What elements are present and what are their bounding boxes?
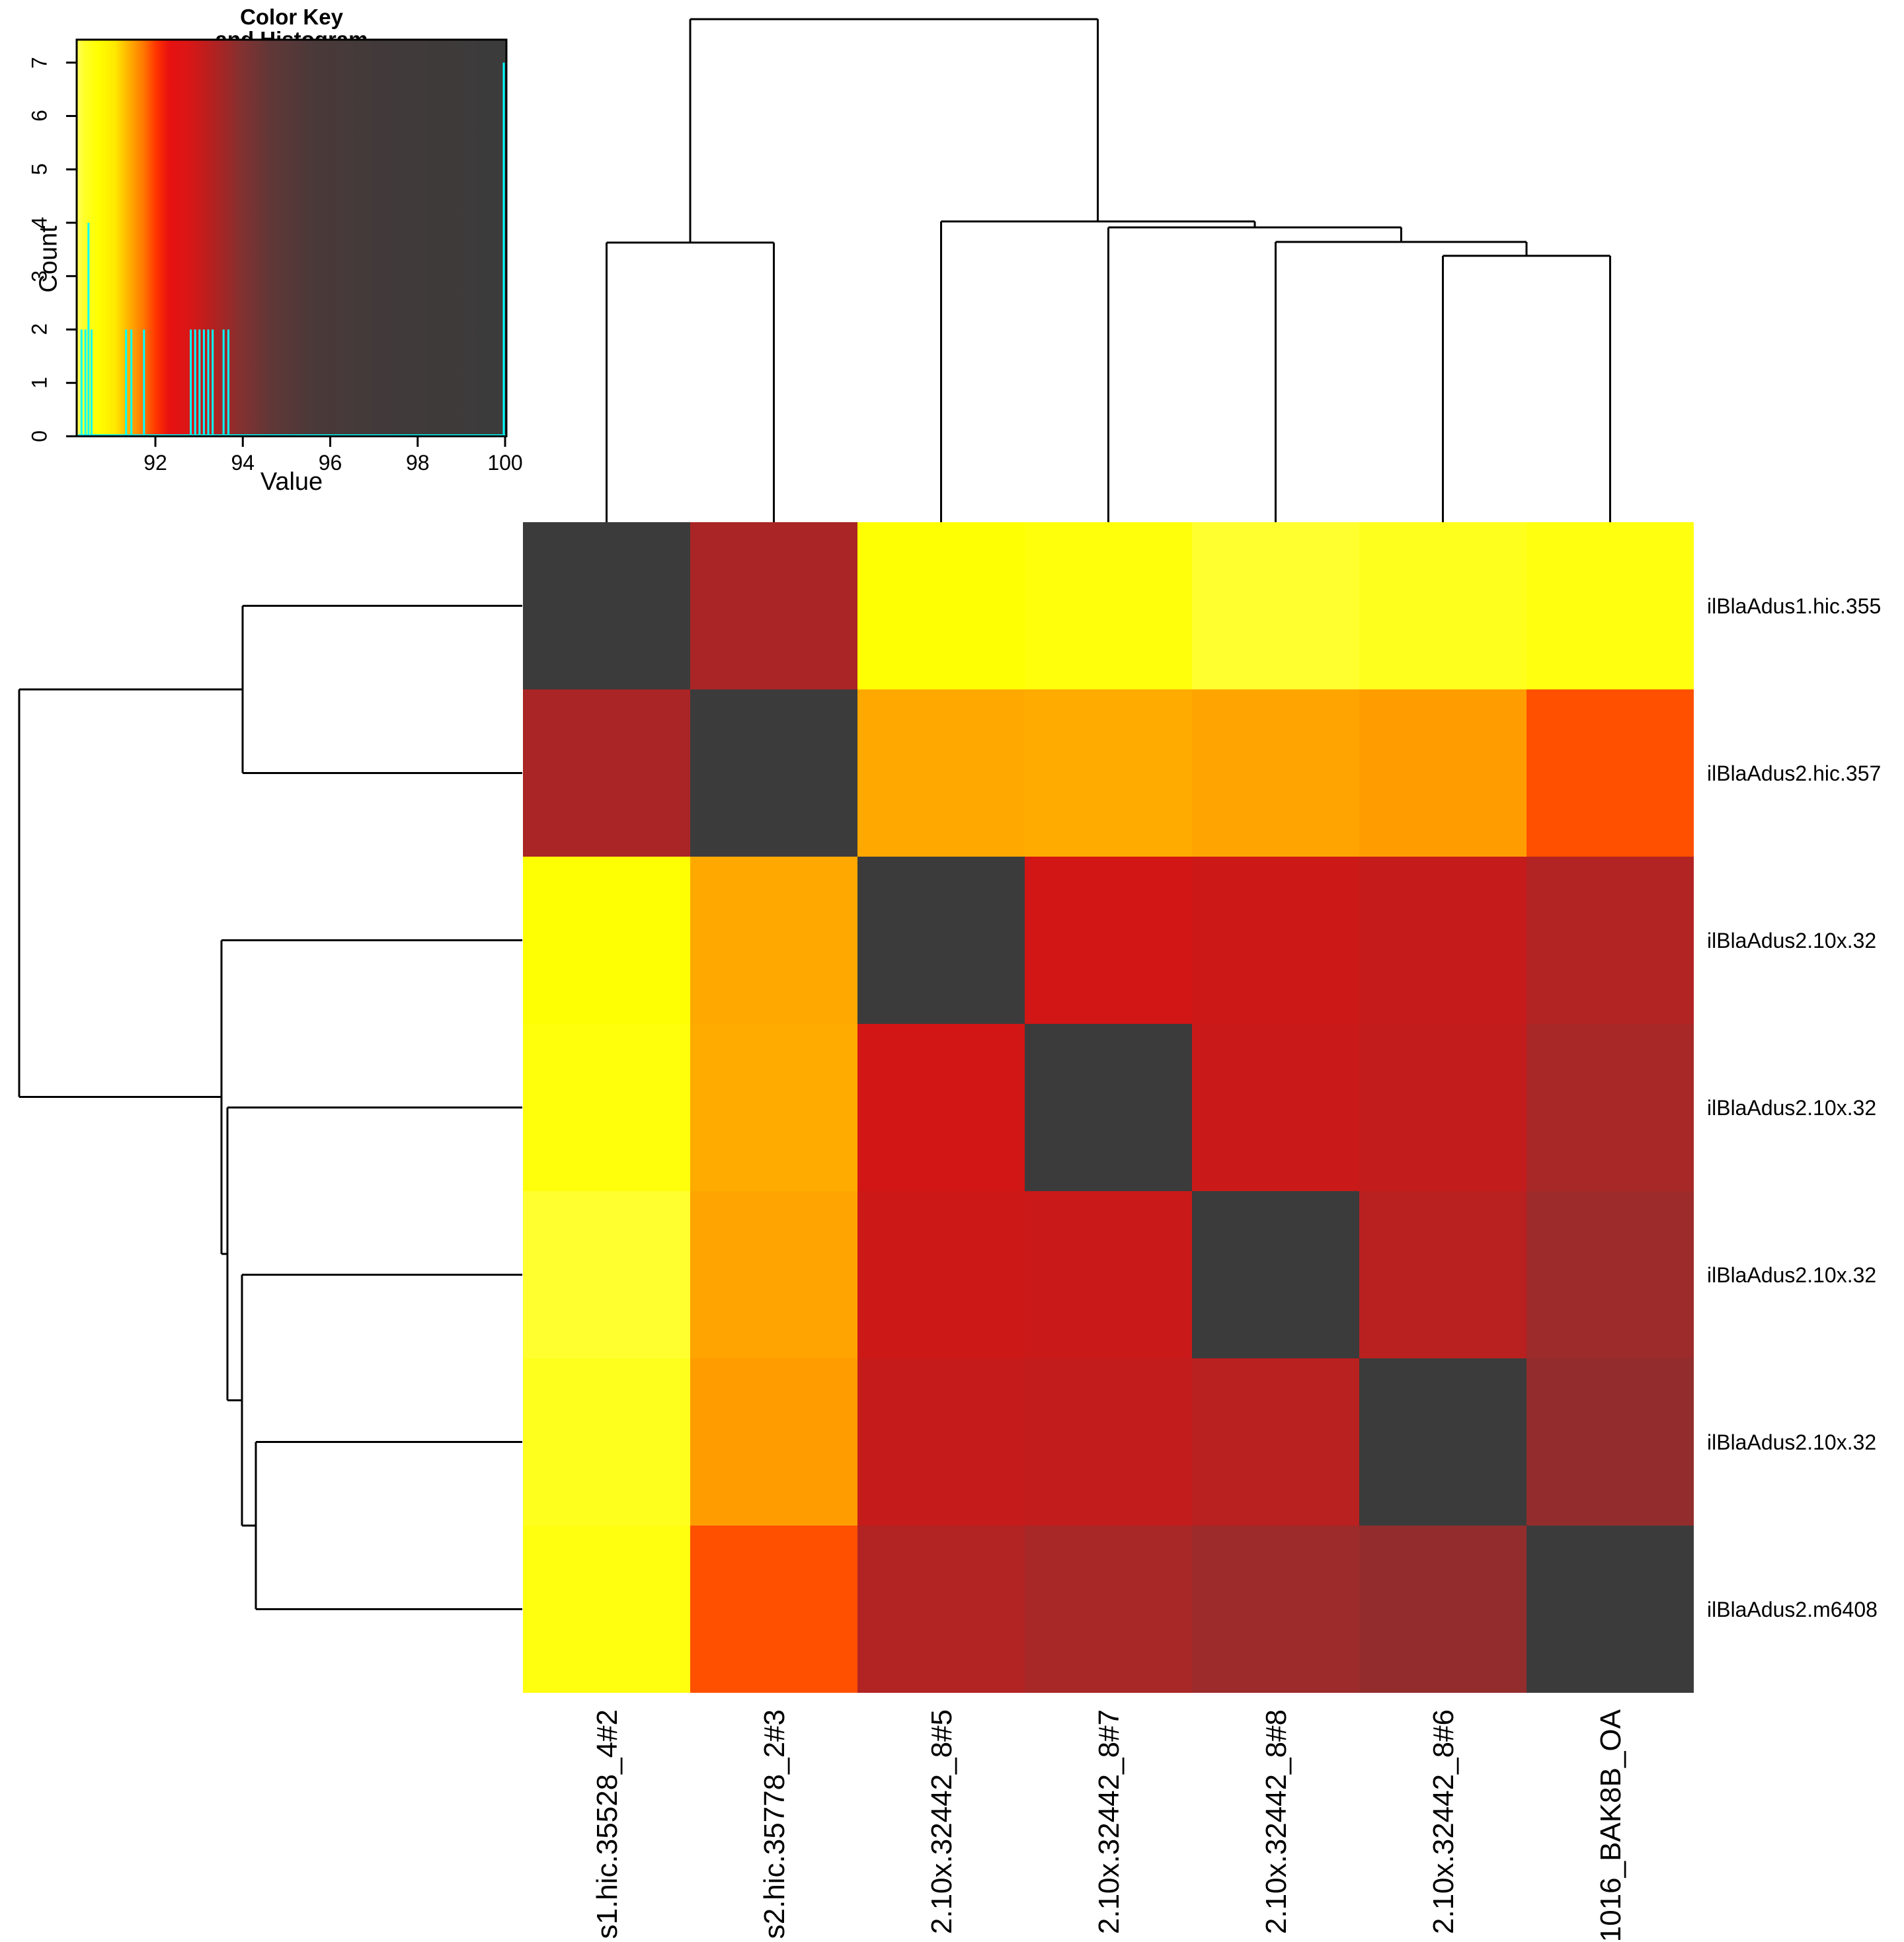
color-key-histogram [66, 38, 508, 447]
column-label: 2.10x.32442_8#6 [1427, 1709, 1460, 1935]
heatmap-cell [1359, 689, 1527, 857]
heatmap-cell [1359, 857, 1527, 1024]
x-tick-label: 96 [318, 451, 342, 475]
heatmap-cell [1192, 522, 1359, 689]
heatmap-cell [690, 1024, 857, 1191]
heatmap-cell [857, 1191, 1025, 1358]
heatmap-cell [1527, 522, 1694, 689]
heatmap-cell [857, 522, 1025, 689]
row-label: ilBlaAdus2.10x.32 [1707, 928, 1877, 952]
row-label: ilBlaAdus2.hic.357 [1707, 761, 1882, 785]
heatmap-cell [523, 522, 690, 689]
dendrogram-branches [606, 18, 1611, 522]
row-label: ilBlaAdus2.10x.32 [1707, 1262, 1877, 1287]
heatmap-cell [1359, 1526, 1527, 1693]
heatmap-cell [857, 1358, 1025, 1526]
column-label: 2.10x.32442_8#8 [1259, 1709, 1292, 1935]
row-label: ilBlaAdus2.10x.32 [1707, 1095, 1877, 1120]
heatmap-cell [1025, 1526, 1192, 1693]
heatmap-cell [857, 1024, 1025, 1191]
column-dendrogram [606, 18, 1611, 522]
heatmap-cell [523, 1526, 690, 1693]
column-label: 1016_BAK8B_OA [1594, 1709, 1627, 1942]
heatmap-cell [1359, 1191, 1527, 1358]
heatmap-cell [690, 1358, 857, 1526]
x-tick-label: 100 [487, 451, 523, 475]
heatmap-cell [857, 1526, 1025, 1693]
heatmap-cell [523, 1024, 690, 1191]
heatmap-cell [523, 857, 690, 1024]
heatmap-cell [1192, 1526, 1359, 1693]
column-label: s2.hic.35778_2#3 [758, 1709, 791, 1939]
heatmap-cell [1192, 1191, 1359, 1358]
row-label: ilBlaAdus2.10x.32 [1707, 1430, 1877, 1454]
heatmap-cell [523, 1358, 690, 1526]
heatmap-cell [1359, 1024, 1527, 1191]
column-label: 2.10x.32442_8#5 [925, 1709, 958, 1935]
column-label: s1.hic.35528_4#2 [590, 1709, 623, 1939]
row-label: ilBlaAdus1.hic.355 [1707, 594, 1882, 618]
color-key-gradient [77, 40, 506, 436]
heatmap-cell [690, 689, 857, 857]
heatmap-cell [690, 522, 857, 689]
heatmap-cell [1025, 857, 1192, 1024]
heatmap-cell [1527, 1191, 1694, 1358]
heatmap-cell [523, 689, 690, 857]
row-dendrogram [18, 605, 522, 1610]
heatmap-cell [523, 1191, 690, 1358]
heatmap-cell [1359, 522, 1527, 689]
heatmap-cell [1192, 857, 1359, 1024]
heatmap-cell [1025, 1024, 1192, 1191]
color-key-frame [75, 38, 508, 438]
x-tick-label: 94 [231, 451, 255, 475]
heatmap-cell [1527, 1526, 1694, 1693]
color-key-xlabel: Value [260, 468, 323, 496]
heatmap-cell [857, 857, 1025, 1024]
dendrogram-branches [18, 605, 522, 1610]
heatmap-cell [690, 1191, 857, 1358]
heatmap-cell [857, 689, 1025, 857]
heatmap-cell [1025, 689, 1192, 857]
heatmap-cell [1192, 1024, 1359, 1191]
heatmap-cell [1025, 1191, 1192, 1358]
x-tick-label: 98 [405, 451, 430, 475]
heatmap-cell [1527, 1358, 1694, 1526]
heatmap-cell [1527, 1024, 1694, 1191]
heatmap-cell [1192, 689, 1359, 857]
heatmap-cell [1359, 1358, 1527, 1526]
heatmap-cell [690, 1526, 857, 1693]
heatmap-cell [1025, 1358, 1192, 1526]
row-label: ilBlaAdus2.m6408 [1707, 1597, 1878, 1621]
heatmap-matrix [523, 522, 1694, 1693]
heatmap-cell [1527, 689, 1694, 857]
heatmap-cell [1025, 522, 1192, 689]
heatmap-cell [690, 857, 857, 1024]
heatmap-cell [1192, 1358, 1359, 1526]
heatmap-cell [1527, 857, 1694, 1024]
column-label: 2.10x.32442_8#7 [1092, 1709, 1125, 1935]
x-tick-label: 92 [143, 451, 167, 475]
color-key-title-line1: Color Key [240, 5, 343, 29]
